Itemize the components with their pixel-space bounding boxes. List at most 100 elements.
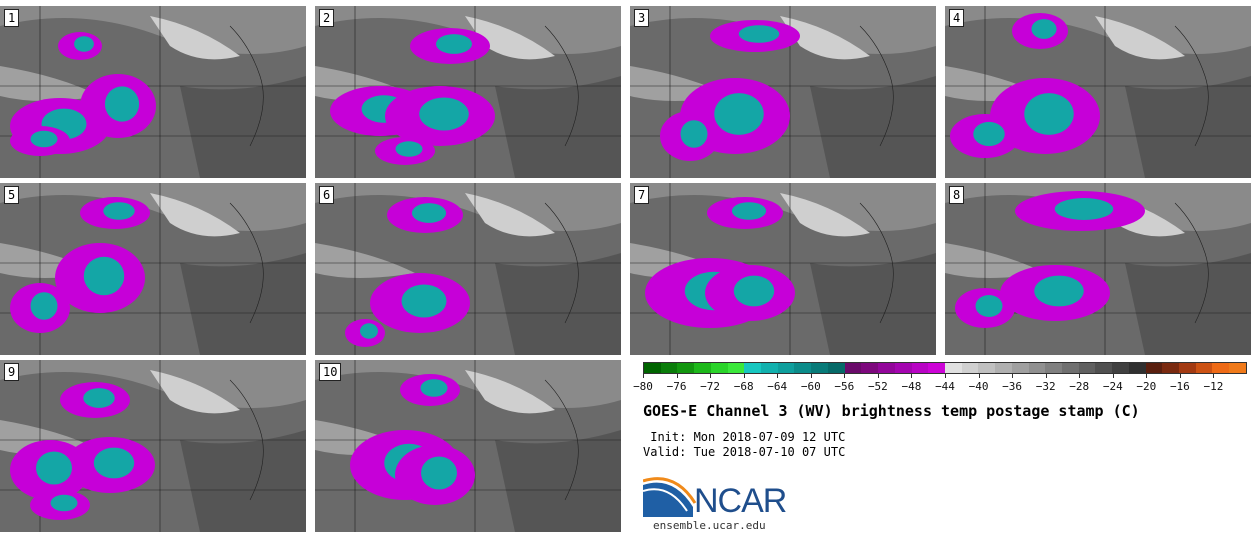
colorbar-tick-label: −56 <box>834 380 855 393</box>
map-image-icon <box>315 360 621 532</box>
panel-number: 6 <box>319 186 335 204</box>
colorbar-tick-label: −72 <box>700 380 721 393</box>
colorbar-tick-label: −52 <box>867 380 888 393</box>
colorbar-tickmarks <box>643 374 1247 379</box>
map-image-icon <box>315 183 621 355</box>
colorbar-tick-mark <box>945 374 946 378</box>
colorbar-segment <box>928 363 945 373</box>
colorbar-tick-mark <box>1079 374 1081 378</box>
map-panel-10: 10 <box>315 360 621 532</box>
colorbar-segment <box>944 363 962 373</box>
colorbar-segment <box>878 363 895 373</box>
colorbar-tick-mark <box>1045 374 1047 378</box>
website-url: ensemble.ucar.edu <box>653 519 766 532</box>
colorbar-tick-mark <box>1179 374 1181 378</box>
map-image-icon <box>315 6 621 178</box>
panel-number: 4 <box>949 9 965 27</box>
colorbar-segment <box>1179 363 1196 373</box>
colorbar-segment <box>1061 363 1079 373</box>
colorbar-segment <box>1045 363 1062 373</box>
panel-number: 10 <box>319 363 342 381</box>
figure-title: GOES-E Channel 3 (WV) brightness temp po… <box>643 402 1140 420</box>
map-image-icon <box>0 183 306 355</box>
colorbar-segment <box>1145 363 1163 373</box>
colorbar-tick-label: −80 <box>633 380 653 393</box>
colorbar-segment <box>727 363 745 373</box>
colorbar-segment <box>1128 363 1146 373</box>
map-panel-1: 1 <box>0 6 306 178</box>
panel-number: 3 <box>634 9 650 27</box>
map-panel-7: 7 <box>630 183 936 355</box>
colorbar-segment <box>811 363 828 373</box>
colorbar-tick-label: −24 <box>1102 380 1123 393</box>
panel-number: 9 <box>4 363 20 381</box>
colorbar-tick-mark <box>643 374 644 378</box>
map-panel-8: 8 <box>945 183 1251 355</box>
map-panel-6: 6 <box>315 183 621 355</box>
colorbar-segment <box>1212 363 1230 373</box>
colorbar-tick-label: −12 <box>1203 380 1224 393</box>
colorbar-segment <box>1162 363 1179 373</box>
colorbar-tick-mark <box>877 374 879 378</box>
colorbar-segment <box>761 363 778 373</box>
colorbar-tick-label: −64 <box>767 380 788 393</box>
colorbar-segment <box>710 363 728 373</box>
colorbar-segment <box>911 363 929 373</box>
colorbar-tick-mark <box>676 374 678 378</box>
colorbar <box>643 362 1247 374</box>
panel-number: 7 <box>634 186 650 204</box>
colorbar-tick-mark <box>710 374 712 378</box>
colorbar-segment <box>1229 363 1246 373</box>
colorbar-segment <box>861 363 879 373</box>
colorbar-segment <box>1195 363 1213 373</box>
colorbar-segment <box>794 363 812 373</box>
colorbar-segment <box>1028 363 1046 373</box>
colorbar-segment <box>694 363 711 373</box>
map-image-icon <box>945 183 1251 355</box>
map-image-icon <box>630 6 936 178</box>
colorbar-tick-label: −20 <box>1136 380 1157 393</box>
colorbar-tick-label: −68 <box>733 380 754 393</box>
map-panel-2: 2 <box>315 6 621 178</box>
colorbar-tick-label: −48 <box>901 380 922 393</box>
colorbar-segment <box>844 363 862 373</box>
colorbar-tick-mark <box>1012 374 1014 378</box>
colorbar-segment <box>827 363 845 373</box>
colorbar-segment <box>961 363 979 373</box>
colorbar-segment <box>1011 363 1029 373</box>
colorbar-tick-mark <box>911 374 913 378</box>
colorbar-ticks: −80 −76 −72 −68 −64 −60 −56 −52 −48 −44 −40 −36 −32−… <box>633 380 1247 394</box>
colorbar-tick-mark <box>1213 374 1215 378</box>
colorbar-tick-mark <box>844 374 846 378</box>
colorbar-tick-mark <box>1112 374 1114 378</box>
colorbar-tick-label: −32 <box>1035 380 1056 393</box>
map-panel-5: 5 <box>0 183 306 355</box>
colorbar-segment <box>744 363 762 373</box>
init-time: Init: Mon 2018-07-09 12 UTC <box>643 430 846 444</box>
colorbar-segment <box>978 363 996 373</box>
map-image-icon <box>0 360 306 532</box>
colorbar-tick-mark <box>978 374 980 378</box>
colorbar-tick-mark <box>777 374 779 378</box>
map-panel-4: 4 <box>945 6 1251 178</box>
colorbar-segment <box>660 363 678 373</box>
colorbar-tick-mark <box>810 374 812 378</box>
map-image-icon <box>0 6 306 178</box>
colorbar-tick-label: −60 <box>800 380 821 393</box>
map-panel-3: 3 <box>630 6 936 178</box>
colorbar-segment <box>1095 363 1113 373</box>
colorbar-tick-mark <box>743 374 745 378</box>
map-image-icon <box>945 6 1251 178</box>
colorbar-segment <box>777 363 795 373</box>
colorbar-segment <box>644 363 661 373</box>
panel-number: 8 <box>949 186 965 204</box>
colorbar-segment <box>1078 363 1096 373</box>
panel-number: 5 <box>4 186 20 204</box>
colorbar-tick-label: −44 <box>935 380 955 393</box>
map-panel-9: 9 <box>0 360 306 532</box>
colorbar-segment <box>1112 363 1129 373</box>
colorbar-segment <box>995 363 1012 373</box>
ncar-logo-icon <box>643 477 697 517</box>
map-image-icon <box>630 183 936 355</box>
colorbar-tick-label: −40 <box>968 380 989 393</box>
